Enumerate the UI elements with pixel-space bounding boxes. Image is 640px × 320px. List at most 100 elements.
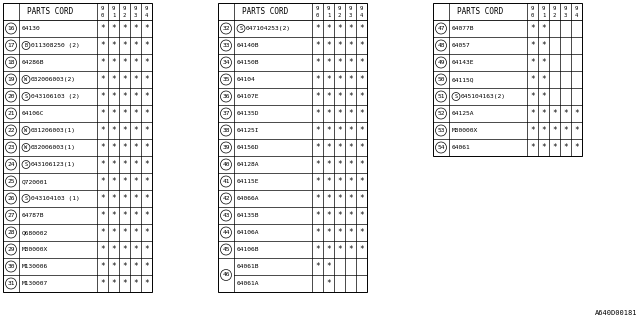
Text: *: * (359, 109, 364, 118)
Text: *: * (144, 262, 149, 271)
Text: S: S (24, 196, 28, 201)
Text: *: * (111, 126, 116, 135)
Text: *: * (133, 262, 138, 271)
Text: 1: 1 (542, 13, 545, 18)
Text: 37: 37 (222, 111, 230, 116)
Text: S: S (454, 94, 458, 99)
Text: *: * (348, 41, 353, 50)
Text: *: * (133, 126, 138, 135)
Bar (218, 3, 367, 292)
Text: 043104103 (1): 043104103 (1) (31, 196, 80, 201)
Text: W: W (24, 128, 28, 133)
Text: 64130: 64130 (22, 26, 41, 31)
Text: *: * (326, 126, 331, 135)
Text: 1: 1 (327, 13, 330, 18)
Bar (3, 3, 152, 292)
Text: 42: 42 (222, 196, 230, 201)
Text: *: * (348, 126, 353, 135)
Text: *: * (337, 160, 342, 169)
Text: *: * (315, 75, 320, 84)
Text: *: * (111, 211, 116, 220)
Text: *: * (315, 41, 320, 50)
Text: *: * (530, 58, 535, 67)
Text: 64061B: 64061B (237, 264, 259, 269)
Text: *: * (359, 92, 364, 101)
Text: *: * (122, 177, 127, 186)
Text: *: * (337, 177, 342, 186)
Text: *: * (530, 41, 535, 50)
Text: 1: 1 (112, 13, 115, 18)
Text: *: * (144, 75, 149, 84)
Text: 64104: 64104 (237, 77, 256, 82)
Text: *: * (348, 211, 353, 220)
Text: *: * (111, 75, 116, 84)
Text: 0: 0 (531, 13, 534, 18)
Text: *: * (574, 126, 579, 135)
Text: *: * (315, 211, 320, 220)
Text: 64135B: 64135B (237, 213, 259, 218)
Text: *: * (326, 24, 331, 33)
Text: 9: 9 (542, 6, 545, 11)
Text: Q720001: Q720001 (22, 179, 48, 184)
Text: 64061A: 64061A (237, 281, 259, 286)
Text: B: B (24, 43, 28, 48)
Text: *: * (315, 194, 320, 203)
Text: *: * (144, 92, 149, 101)
Text: 9: 9 (349, 6, 352, 11)
Text: *: * (133, 160, 138, 169)
Text: *: * (337, 75, 342, 84)
Text: 3: 3 (349, 13, 352, 18)
Text: *: * (100, 194, 105, 203)
Text: 032006003(1): 032006003(1) (31, 145, 76, 150)
Text: *: * (100, 75, 105, 84)
Text: 17: 17 (7, 43, 15, 48)
Text: *: * (348, 143, 353, 152)
Text: *: * (111, 228, 116, 237)
Text: 16: 16 (7, 26, 15, 31)
Text: *: * (100, 143, 105, 152)
Text: *: * (541, 92, 546, 101)
Text: *: * (122, 160, 127, 169)
Text: *: * (541, 75, 546, 84)
Text: *: * (359, 245, 364, 254)
Text: 043106123(1): 043106123(1) (31, 162, 76, 167)
Text: 44: 44 (222, 230, 230, 235)
Text: *: * (348, 75, 353, 84)
Text: PARTS CORD: PARTS CORD (242, 7, 288, 16)
Text: *: * (326, 92, 331, 101)
Text: *: * (144, 109, 149, 118)
Text: *: * (111, 279, 116, 288)
Text: 51: 51 (437, 94, 445, 99)
Text: *: * (359, 126, 364, 135)
Text: 0: 0 (316, 13, 319, 18)
Text: 9: 9 (145, 6, 148, 11)
Text: *: * (122, 245, 127, 254)
Text: *: * (359, 143, 364, 152)
Text: *: * (530, 24, 535, 33)
Text: *: * (326, 245, 331, 254)
Text: M30000X: M30000X (452, 128, 478, 133)
Text: *: * (144, 58, 149, 67)
Text: 9: 9 (123, 6, 126, 11)
Text: *: * (144, 211, 149, 220)
Text: *: * (337, 245, 342, 254)
Text: *: * (348, 245, 353, 254)
Text: *: * (359, 228, 364, 237)
Text: *: * (315, 177, 320, 186)
Text: *: * (122, 24, 127, 33)
Text: *: * (337, 109, 342, 118)
Text: 22: 22 (7, 128, 15, 133)
Text: *: * (133, 279, 138, 288)
Text: *: * (326, 177, 331, 186)
Text: *: * (359, 75, 364, 84)
Text: *: * (144, 160, 149, 169)
Text: *: * (337, 41, 342, 50)
Text: 41: 41 (222, 179, 230, 184)
Text: *: * (326, 75, 331, 84)
Text: *: * (337, 143, 342, 152)
Text: 64125A: 64125A (452, 111, 474, 116)
Text: *: * (144, 143, 149, 152)
Text: *: * (133, 194, 138, 203)
Text: *: * (122, 58, 127, 67)
Text: *: * (326, 194, 331, 203)
